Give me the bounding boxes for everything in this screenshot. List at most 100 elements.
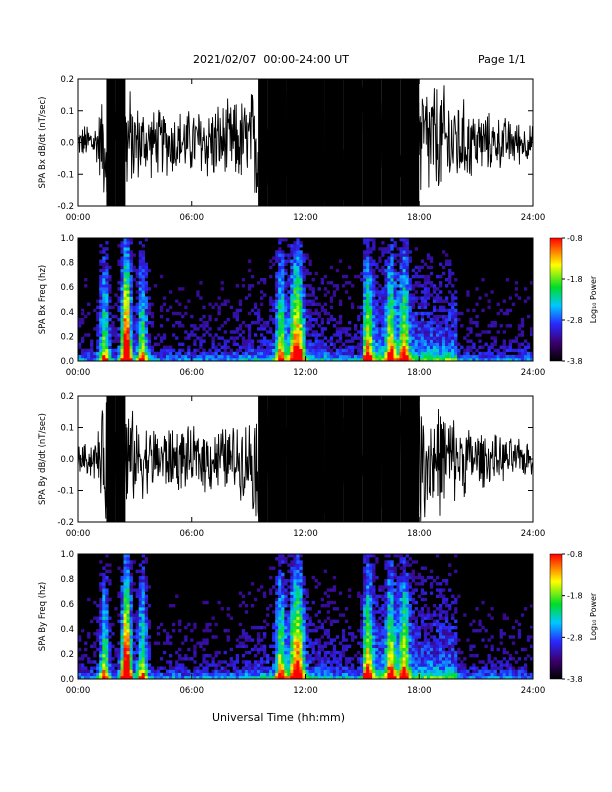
- spectrogram-cell: [408, 293, 412, 297]
- spectrogram-cell: [372, 274, 376, 279]
- spectrogram-cell: [253, 672, 258, 677]
- spectrogram-cell: [369, 268, 373, 273]
- spectrogram-cell: [390, 327, 394, 331]
- spectrogram-cell: [363, 594, 367, 598]
- spectrogram-cell: [432, 314, 437, 319]
- spectrogram-cell: [135, 271, 139, 276]
- spectrogram-cell: [408, 281, 412, 285]
- spectrogram-cell: [238, 641, 243, 645]
- spectrogram-cell: [448, 336, 452, 340]
- spectrogram-cell: [435, 327, 440, 331]
- spectrogram-cell: [363, 330, 367, 334]
- spectrogram-cell: [299, 354, 303, 359]
- spectrogram-cell: [417, 324, 421, 328]
- spectrogram-cell: [335, 635, 340, 639]
- spectrogram-cell: [360, 672, 364, 677]
- spectrogram-cell: [420, 305, 425, 309]
- spectrogram-cell: [369, 259, 373, 263]
- spectrogram-cell: [281, 250, 285, 254]
- spectrogram-cell: [247, 666, 252, 670]
- spectrogram-cell: [454, 351, 458, 356]
- spectrogram-cell: [311, 345, 315, 349]
- spectrogram-cell: [341, 348, 346, 353]
- spectrogram-cell: [296, 666, 300, 670]
- spectrogram-cell: [120, 663, 124, 667]
- spectrogram-cell: [402, 610, 406, 614]
- spectrogram-cell: [135, 281, 139, 285]
- spectrogram-cell: [263, 632, 267, 636]
- spectrogram-cell: [226, 357, 230, 362]
- spectrogram-cell: [402, 317, 406, 322]
- spectrogram-cell: [375, 302, 379, 306]
- spectrogram-cell: [120, 317, 124, 322]
- spectrogram-cell: [469, 317, 473, 322]
- spectrogram-cell: [384, 271, 388, 276]
- spectrogram-cell: [366, 572, 370, 577]
- spectrogram-cell: [375, 333, 379, 337]
- spectrogram-cell: [378, 647, 382, 652]
- spectrogram-cell: [387, 582, 391, 586]
- spectrogram-cell: [393, 632, 397, 636]
- spectrogram-cell: [372, 336, 376, 340]
- spectrogram-cell: [490, 321, 494, 325]
- spectrogram-cell: [387, 274, 391, 279]
- spectrogram-cell: [290, 563, 294, 567]
- spectrogram-cell: [317, 339, 321, 343]
- spectrogram-cell: [220, 287, 224, 291]
- spectrogram-cell: [348, 281, 352, 285]
- spectrogram-cell: [429, 339, 434, 343]
- spectrogram-cell: [390, 566, 394, 570]
- spectrogram-cell: [372, 625, 376, 630]
- spectrogram-cell: [417, 660, 421, 664]
- y-tick-label: 0.0: [60, 357, 74, 367]
- spectrogram-cell: [132, 333, 136, 337]
- spectrogram-cell: [420, 274, 425, 279]
- spectrogram-cell: [78, 317, 82, 322]
- page-number: Page 1/1: [478, 53, 526, 66]
- spectrogram-cell: [335, 284, 340, 288]
- spectrogram-cell: [432, 333, 437, 337]
- spectrogram-cell: [120, 660, 124, 664]
- spectrogram-cell: [417, 629, 421, 633]
- spectrogram-cell: [372, 600, 376, 605]
- spectrogram-cell: [508, 308, 512, 313]
- spectrogram-cell: [435, 348, 440, 353]
- spectrogram-cell: [172, 675, 176, 680]
- spectrogram-cell: [341, 357, 346, 362]
- spectrogram-cell: [141, 604, 145, 608]
- spectrogram-cell: [111, 669, 115, 673]
- spectrogram-cell: [172, 324, 176, 328]
- spectrogram-cell: [102, 572, 106, 577]
- spectrogram-cell: [439, 281, 443, 285]
- spectrogram-cell: [299, 311, 303, 316]
- spectrogram-cell: [332, 333, 337, 337]
- spectrogram-cell: [187, 622, 191, 627]
- spectrogram-cell: [360, 278, 364, 282]
- spectrogram-cell: [275, 610, 279, 614]
- spectrogram-cell: [442, 351, 446, 356]
- spectrogram-cell: [293, 351, 297, 356]
- spectrogram-cell: [284, 296, 288, 300]
- spectrogram-cell: [99, 287, 103, 291]
- spectrogram-cell: [269, 345, 273, 349]
- spectrogram-cell: [102, 657, 106, 661]
- spectrogram-cell: [199, 675, 203, 680]
- spectrogram-cell: [144, 629, 148, 633]
- spectrogram-cell: [372, 311, 376, 316]
- spectrogram-cell: [439, 339, 443, 343]
- spectrogram-cell: [287, 354, 291, 359]
- spectrogram-cell: [287, 604, 291, 608]
- spectrogram-cell: [87, 311, 91, 316]
- spectrogram-cell: [278, 259, 282, 263]
- spectrogram-cell: [423, 302, 428, 306]
- spectrogram-cell: [493, 354, 497, 359]
- spectrogram-cell: [144, 287, 148, 291]
- spectrogram-cell: [84, 314, 88, 319]
- spectrogram-cell: [363, 311, 367, 316]
- spectrogram-cell: [138, 311, 142, 316]
- spectrogram-cell: [299, 644, 303, 648]
- spectrogram-cell: [402, 342, 406, 346]
- spectrogram-cell: [181, 287, 185, 291]
- spectrogram-cell: [202, 638, 206, 642]
- spectrogram-cell: [244, 339, 249, 343]
